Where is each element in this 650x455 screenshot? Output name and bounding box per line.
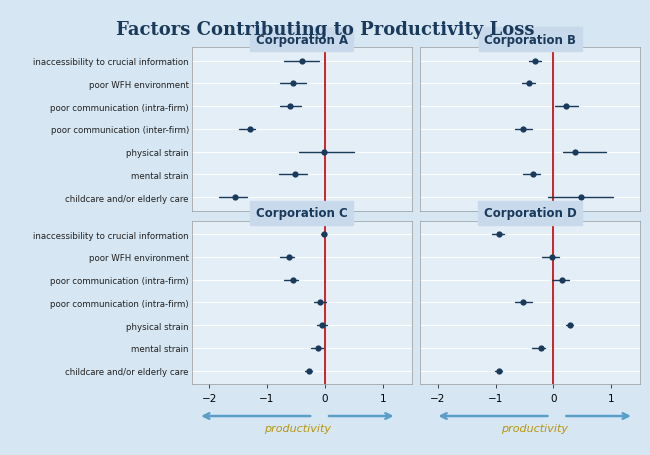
Text: productivity: productivity [501,423,568,433]
Title: Corporation C: Corporation C [256,207,348,220]
Title: Corporation B: Corporation B [484,34,577,46]
Title: Corporation D: Corporation D [484,207,577,220]
Title: Corporation A: Corporation A [255,34,348,46]
Text: Factors Contributing to Productivity Loss: Factors Contributing to Productivity Los… [116,20,534,38]
Text: productivity: productivity [264,423,331,433]
